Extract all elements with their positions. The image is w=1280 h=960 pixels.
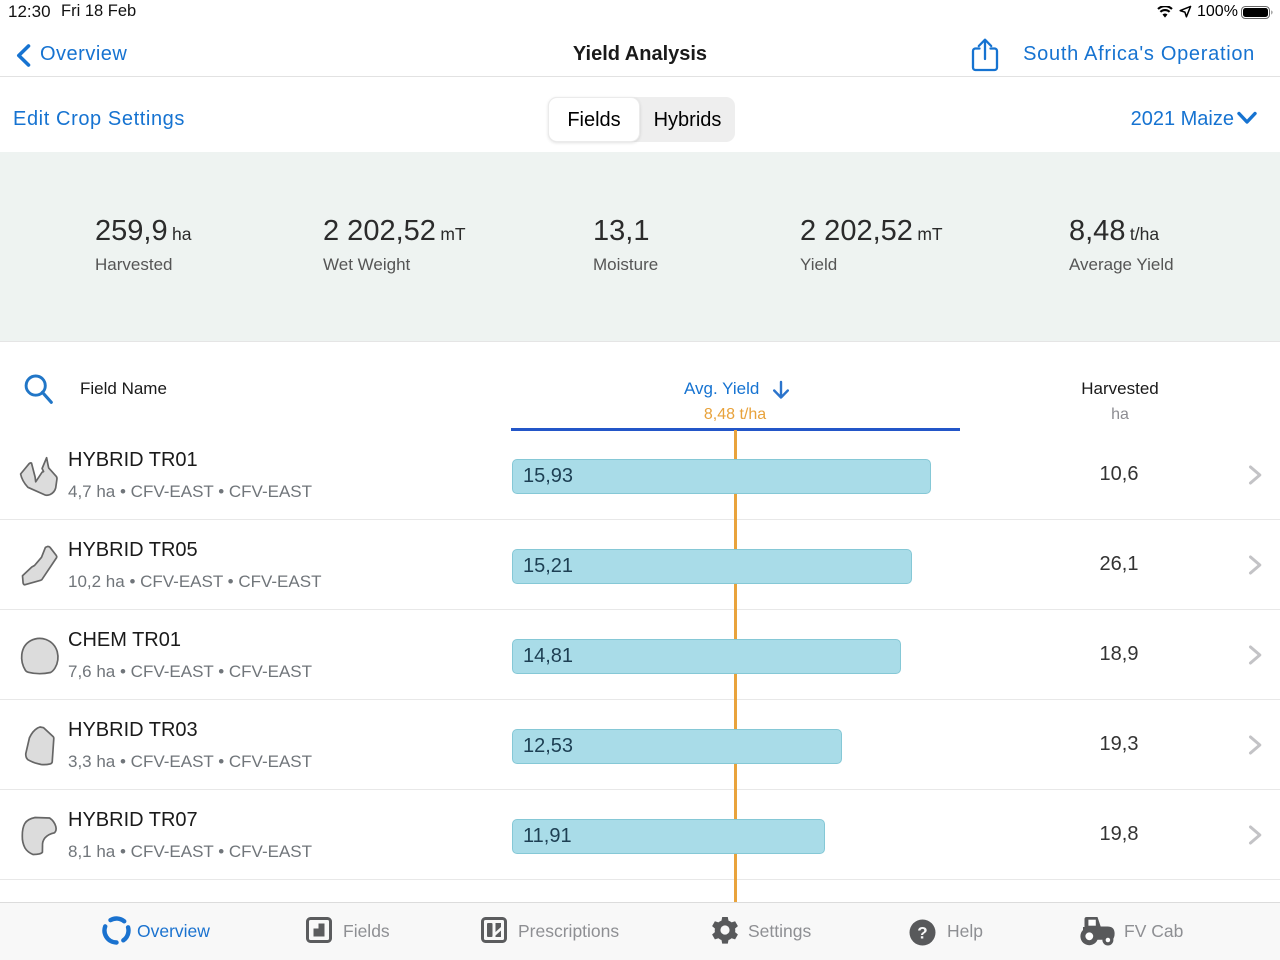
svg-text:?: ?	[917, 924, 927, 943]
